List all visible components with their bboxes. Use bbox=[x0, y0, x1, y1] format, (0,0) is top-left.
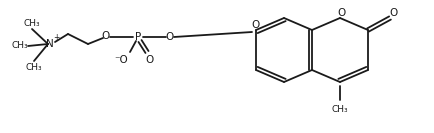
Text: CH₃: CH₃ bbox=[12, 41, 28, 51]
Text: O: O bbox=[251, 20, 259, 30]
Text: O: O bbox=[389, 8, 397, 18]
Text: O: O bbox=[145, 55, 153, 65]
Text: O: O bbox=[102, 31, 110, 41]
Text: CH₃: CH₃ bbox=[24, 20, 40, 28]
Text: CH₃: CH₃ bbox=[26, 63, 42, 72]
Text: P: P bbox=[135, 32, 141, 42]
Text: O: O bbox=[337, 8, 345, 18]
Text: +: + bbox=[53, 34, 59, 43]
Text: O: O bbox=[166, 32, 174, 42]
Text: CH₃: CH₃ bbox=[332, 105, 349, 113]
Text: ⁻O: ⁻O bbox=[114, 55, 128, 65]
Text: N: N bbox=[46, 39, 54, 49]
